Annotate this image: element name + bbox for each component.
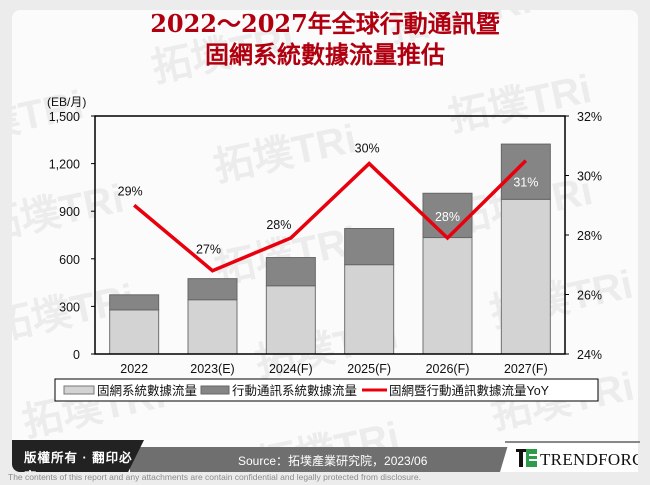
bar-fixed	[344, 264, 395, 355]
y2-tick-label: 28%	[577, 229, 602, 243]
bar-fixed	[187, 299, 238, 355]
bar-fixed	[265, 285, 316, 355]
legend-swatch-mobile	[200, 385, 230, 395]
chart: (EB/月) 0 300 600 900 1,200 1,500 24% 26% 28% 30%…	[47, 95, 602, 402]
footer-divider	[505, 441, 640, 443]
footer-source-bar: Source：拓墣產業研究院，2023/06	[130, 447, 510, 472]
chart-title-line2: 固網系統數據流量推估	[205, 40, 445, 69]
x-tick-label: 2025(F)	[347, 362, 391, 376]
y-tick-label: 300	[59, 300, 80, 314]
yoy-line-series: 29% 27% 28% 30% 28% 31%	[118, 142, 538, 273]
y2-tick-label: 24%	[577, 348, 602, 362]
bar-fixed	[109, 309, 160, 355]
y-axis-unit: (EB/月)	[47, 95, 86, 109]
trendforce-logo-icon	[516, 449, 537, 467]
bar-mobile	[344, 227, 395, 266]
source-text: Source：拓墣產業研究院，2023/06	[238, 454, 428, 468]
bar-mobile	[422, 192, 473, 239]
x-tick-label: 2023(E)	[190, 362, 234, 376]
y-tick-label: 0	[73, 348, 80, 362]
yoy-data-label: 31%	[513, 176, 538, 190]
y2-tick-label: 32%	[577, 110, 602, 124]
copyright-text: 版權所有 · 翻印必究	[24, 451, 133, 484]
y-tick-label: 1,200	[49, 158, 80, 172]
y-tick-label: 1,500	[49, 110, 80, 124]
x-axis-labels: 2022 2023(E) 2024(F) 2025(F) 2026(F) 2027(F)	[120, 362, 547, 376]
x-tick-label: 2026(F)	[426, 362, 470, 376]
bar-mobile	[109, 294, 160, 311]
brand-name: TRENDFORCE	[540, 450, 650, 469]
disclaimer: The contents of this report and any atta…	[8, 472, 421, 482]
yoy-data-label: 28%	[435, 210, 460, 224]
legend-label-mobile: 行動通訊系統數據流量	[232, 383, 357, 398]
copyright-badge: 版權所有 · 翻印必究	[12, 440, 144, 472]
x-tick-label: 2027(F)	[504, 362, 548, 376]
legend: 固網系統數據流量 行動通訊系統數據流量 固網暨行動通訊數據流量YoY	[54, 378, 599, 402]
legend-label-yoy: 固網暨行動通訊數據流量YoY	[389, 383, 550, 398]
x-tick-label: 2022	[120, 362, 148, 376]
yoy-data-label: 28%	[266, 218, 291, 232]
x-tick-label: 2024(F)	[269, 362, 313, 376]
chart-title-line1: 2022～2027年全球行動通訊暨	[150, 9, 500, 38]
y-axis-right: 24% 26% 28% 30% 32%	[565, 110, 602, 362]
bar-series	[109, 143, 551, 355]
trendforce-logo: TRENDFORCE	[500, 444, 638, 472]
bar-mobile	[187, 278, 238, 301]
y-tick-label: 900	[59, 205, 80, 219]
plot-area	[94, 115, 566, 355]
y-tick-label: 600	[59, 253, 80, 267]
legend-swatch-fixed	[63, 385, 95, 395]
legend-label-fixed: 固網系統數據流量	[97, 384, 197, 398]
y-axis-left: 0 300 600 900 1,200 1,500	[49, 110, 95, 362]
bar-fixed	[422, 237, 473, 355]
bar-fixed	[500, 198, 551, 355]
y2-tick-label: 30%	[577, 170, 602, 184]
yoy-data-label: 29%	[118, 184, 143, 198]
yoy-data-label: 30%	[355, 142, 380, 156]
yoy-data-label: 27%	[196, 243, 221, 257]
bar-mobile	[500, 143, 551, 200]
bar-mobile	[265, 257, 316, 287]
y2-tick-label: 26%	[577, 289, 602, 303]
